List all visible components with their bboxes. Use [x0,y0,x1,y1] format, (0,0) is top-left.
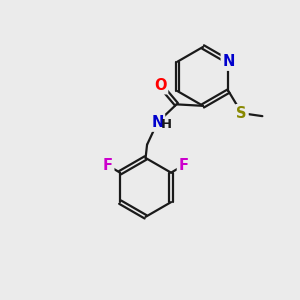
Text: F: F [103,158,113,173]
Text: S: S [236,106,247,121]
Text: O: O [154,78,167,93]
Text: N: N [222,54,235,69]
Text: H: H [161,118,172,131]
Text: N: N [151,115,164,130]
Text: F: F [178,158,188,173]
